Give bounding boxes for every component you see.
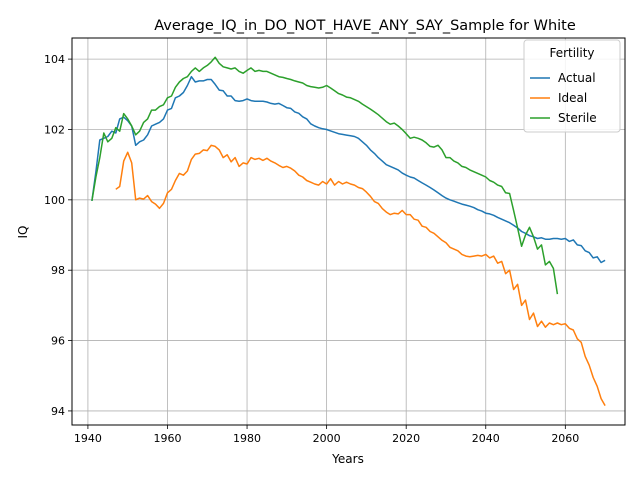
legend-label-ideal: Ideal bbox=[558, 91, 587, 105]
x-tick-label: 1980 bbox=[233, 432, 261, 445]
series-line-ideal bbox=[115, 144, 606, 406]
series-lines bbox=[91, 56, 606, 406]
x-tick-label: 2040 bbox=[472, 432, 500, 445]
legend-box bbox=[523, 39, 621, 133]
y-axis-label: IQ bbox=[16, 226, 30, 239]
x-axis-label: Years bbox=[331, 452, 364, 466]
x-tick-label: 2000 bbox=[313, 432, 341, 445]
series-line-sterile bbox=[91, 56, 559, 295]
legend-label-actual: Actual bbox=[558, 71, 596, 85]
legend-label-sterile: Sterile bbox=[558, 111, 597, 125]
legend-title: Fertility bbox=[549, 46, 594, 60]
y-axis-ticks: 94 96 98 100 102 104 bbox=[44, 53, 72, 418]
y-tick-label: 104 bbox=[44, 53, 65, 66]
x-tick-label: 1940 bbox=[74, 432, 102, 445]
x-axis-ticks: 1940 1960 1980 2000 2020 2040 2060 bbox=[74, 425, 579, 445]
y-tick-label: 100 bbox=[44, 194, 65, 207]
x-tick-label: 2020 bbox=[392, 432, 420, 445]
chart-title: Average_IQ_in_DO_NOT_HAVE_ANY_SAY_Sample… bbox=[154, 18, 576, 34]
y-tick-label: 102 bbox=[44, 123, 65, 136]
y-tick-label: 98 bbox=[51, 264, 65, 277]
y-tick-label: 94 bbox=[51, 405, 65, 418]
x-tick-label: 2060 bbox=[551, 432, 579, 445]
plot-frame bbox=[71, 37, 626, 426]
x-tick-label: 1960 bbox=[153, 432, 181, 445]
series-line-actual bbox=[91, 75, 606, 264]
legend: Fertility Actual Ideal Sterile bbox=[523, 39, 621, 133]
y-tick-label: 96 bbox=[51, 335, 65, 348]
